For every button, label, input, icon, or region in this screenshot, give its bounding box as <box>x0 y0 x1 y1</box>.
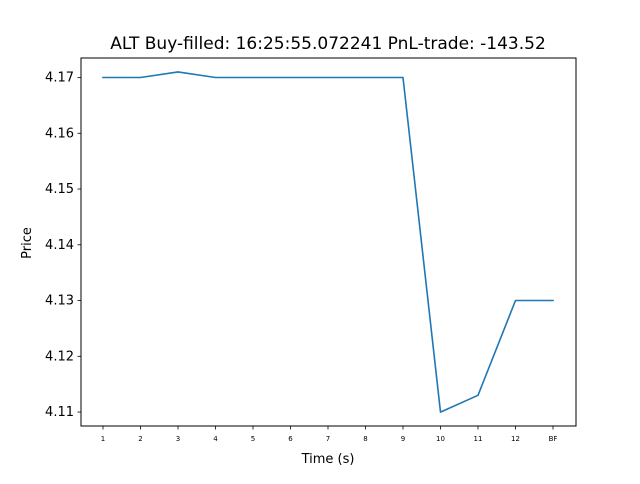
x-tick-label: 3 <box>176 435 180 443</box>
x-tick-label: 12 <box>511 435 520 443</box>
x-tick-label: 7 <box>326 435 330 443</box>
x-tick-label: BF <box>549 435 558 443</box>
y-tick-label: 4.16 <box>45 126 74 141</box>
x-tick-label: 4 <box>213 435 218 443</box>
y-tick-label: 4.14 <box>45 238 74 253</box>
y-tick-label: 4.17 <box>45 71 74 86</box>
y-tick-label: 4.13 <box>45 294 74 309</box>
x-tick-label: 8 <box>363 435 367 443</box>
y-axis-label: Price <box>20 227 35 259</box>
y-tick-label: 4.12 <box>45 349 74 364</box>
y-tick-label: 4.15 <box>45 182 74 197</box>
x-tick-label: 2 <box>138 435 142 443</box>
x-tick-label: 5 <box>251 435 255 443</box>
x-tick-label: 6 <box>288 435 293 443</box>
x-tick-label: 9 <box>401 435 405 443</box>
chart-title: ALT Buy-filled: 16:25:55.072241 PnL-trad… <box>110 34 546 54</box>
x-axis-label: Time (s) <box>301 452 355 467</box>
x-tick-label: 10 <box>436 435 445 443</box>
x-tick-label: 1 <box>101 435 105 443</box>
x-tick-label: 11 <box>474 435 483 443</box>
y-tick-label: 4.11 <box>45 405 74 420</box>
